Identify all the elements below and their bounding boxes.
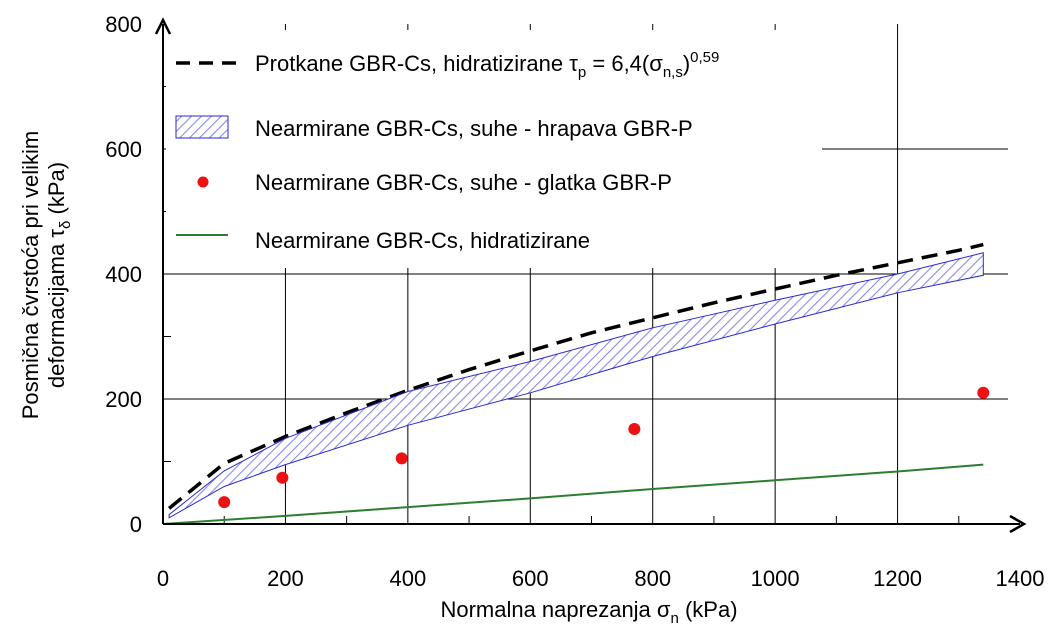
data-point [276, 471, 289, 484]
y-tick-label: 800 [105, 12, 142, 37]
legend-band-label: Nearmirane GBR-Cs, suhe - hrapava GBR-P [255, 116, 693, 141]
series-layer [162, 242, 990, 525]
x-axis-arrow [1009, 514, 1027, 534]
x-tick-label: 400 [389, 566, 426, 591]
legend-points-label: Nearmirane GBR-Cs, suhe - glatka GBR-P [255, 170, 672, 195]
y-axis-title-line2: deformacijama τδ (kPa) [44, 162, 74, 388]
legend-background [166, 30, 822, 268]
x-tick-label: 1200 [873, 566, 922, 591]
legend-point-swatch [197, 176, 209, 188]
x-tick-label: 600 [512, 566, 549, 591]
legend: Protkane GBR-Cs, hidratizirane τp = 6,4(… [175, 49, 719, 253]
green-series-line [162, 463, 984, 525]
x-tick-label: 800 [634, 566, 671, 591]
x-tick-label: 1000 [751, 566, 800, 591]
y-tick-label: 400 [105, 262, 142, 287]
legend-green-label: Nearmirane GBR-Cs, hidratizirane [255, 228, 590, 253]
data-point [395, 452, 408, 465]
data-point [628, 423, 641, 435]
y-tick-label: 0 [130, 512, 142, 537]
x-axis-title: Normalna naprezanja σn (kPa) [440, 597, 737, 626]
y-tick-label: 600 [105, 137, 142, 162]
x-tick-label: 0 [157, 566, 169, 591]
y-axis-title: Posmična čvrstoća pri velikim deformacij… [18, 131, 74, 420]
x-tick-label: 1400 [996, 566, 1045, 591]
x-tick-label: 200 [267, 566, 304, 591]
legend-dashed-label: Protkane GBR-Cs, hidratizirane τp = 6,4(… [255, 49, 719, 81]
dashed-series-line [167, 242, 984, 510]
y-axis-arrow [154, 17, 172, 35]
y-tick-label: 200 [105, 387, 142, 412]
data-point [218, 496, 231, 509]
legend-band-swatch [175, 115, 229, 139]
axis-ticks: 0 200 400 600 800 1000 1200 1400 0 200 400 600 800 [105, 12, 1044, 591]
axes [154, 17, 1027, 534]
hatched-band [168, 252, 984, 519]
data-point [977, 386, 990, 399]
y-axis-title-line1: Posmična čvrstoća pri velikim [18, 131, 43, 420]
